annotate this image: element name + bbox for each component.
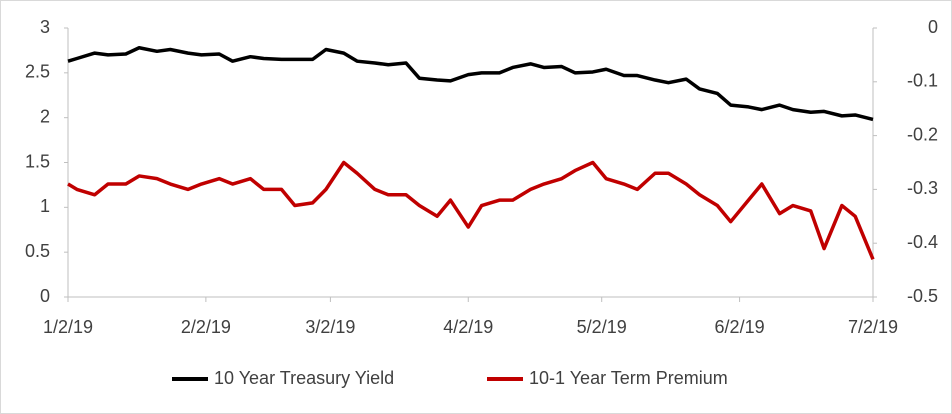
y-tick-label: 0 (40, 286, 50, 306)
x-tick-label: 1/2/19 (43, 317, 93, 337)
x-tick-label: 4/2/19 (443, 317, 493, 337)
y2-tick-label: -0.4 (907, 232, 938, 252)
y2-tick-label: -0.1 (907, 71, 938, 91)
series-line (67, 45, 874, 122)
legend-label: 10-1 Year Term Premium (529, 368, 728, 388)
y-tick-label: 2 (40, 106, 50, 126)
y2-tick-label: -0.5 (907, 286, 938, 306)
x-tick-label: 5/2/19 (577, 317, 627, 337)
y-tick-label: 3 (40, 17, 50, 37)
y-tick-label: 1 (40, 196, 50, 216)
series-line (67, 160, 875, 261)
y2-tick-label: 0 (928, 17, 938, 37)
x-tick-label: 7/2/19 (848, 317, 898, 337)
legend-label: 10 Year Treasury Yield (214, 368, 394, 388)
y-tick-label: 0.5 (25, 241, 50, 261)
x-tick-label: 3/2/19 (305, 317, 355, 337)
x-tick-label: 6/2/19 (715, 317, 765, 337)
y-tick-label: 1.5 (25, 151, 50, 171)
y2-tick-label: -0.2 (907, 124, 938, 144)
y-tick-label: 2.5 (25, 62, 50, 82)
x-tick-label: 2/2/19 (181, 317, 231, 337)
y2-tick-label: -0.3 (907, 178, 938, 198)
